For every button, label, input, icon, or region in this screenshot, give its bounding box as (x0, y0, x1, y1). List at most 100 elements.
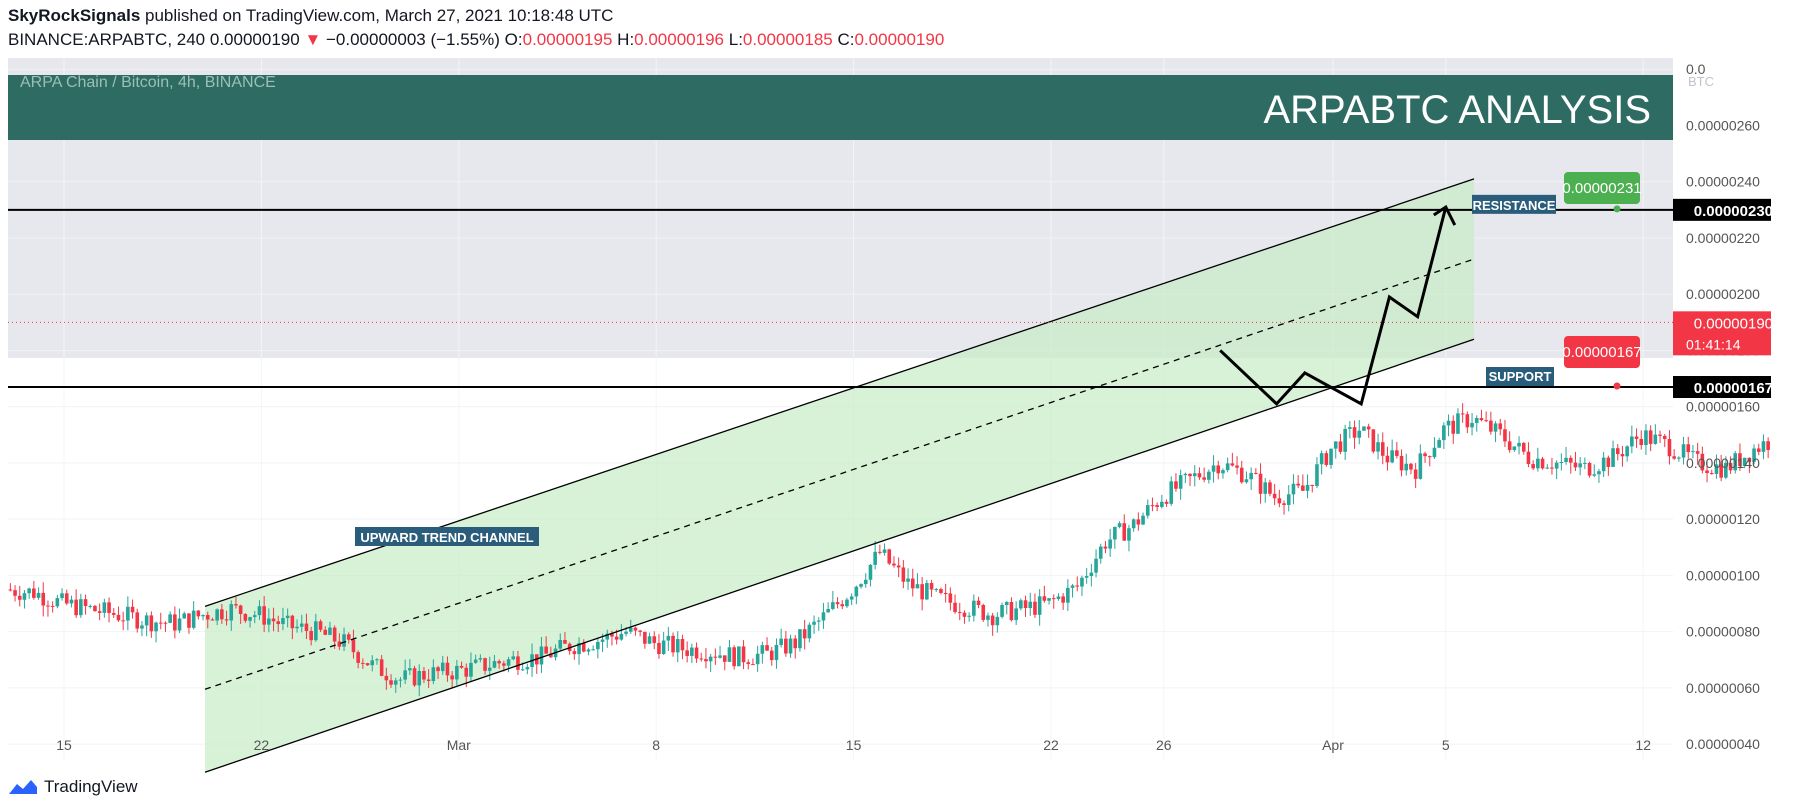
candle-body (1681, 444, 1686, 458)
candle-body (577, 643, 581, 655)
tradingview-logo-icon[interactable] (8, 778, 38, 796)
target-high-group[interactable]: 0.00000231 (1562, 172, 1642, 213)
candle-body (1371, 429, 1376, 452)
candle-body (939, 589, 943, 593)
candle-body (497, 661, 501, 664)
candle-body (74, 599, 78, 616)
candle-body (619, 633, 624, 640)
candle-body (925, 583, 929, 600)
resistance-label: RESISTANCE (1473, 198, 1556, 213)
candle-body (248, 617, 252, 621)
resistance-price-tag: 0.00000230 (1673, 198, 1783, 221)
candle-body (1127, 528, 1131, 541)
candle-body (506, 659, 511, 666)
candle-body (563, 639, 567, 644)
candle-body (375, 659, 379, 661)
brand-name[interactable]: TradingView (44, 777, 138, 796)
candle-body (549, 653, 553, 658)
close-value: 0.00000190 (854, 30, 945, 49)
candle-body (1258, 473, 1263, 494)
open-value: 0.00000195 (522, 30, 613, 49)
candle-body (1216, 465, 1221, 474)
candle-body (680, 639, 685, 651)
y-tick-label: 0.00000060 (1686, 680, 1760, 696)
candle-body (440, 662, 445, 672)
candle-body (173, 614, 177, 631)
candle-body (957, 612, 962, 614)
candle-body (215, 609, 219, 621)
candle-body (1357, 430, 1362, 438)
candle-body (436, 667, 440, 672)
y-tick-label: 0.00000080 (1686, 624, 1760, 640)
candle-body (1056, 596, 1061, 600)
candle-body (586, 649, 591, 652)
candle-body (1169, 481, 1174, 504)
x-tick-label: 22 (1043, 737, 1059, 753)
support-price-label: 0.00000167 (1694, 380, 1773, 397)
candle-body (220, 609, 224, 620)
candle-body (1366, 426, 1371, 430)
candle-body (168, 614, 172, 623)
candle-body (1409, 463, 1413, 470)
candle-body (633, 627, 638, 631)
candle-body (323, 629, 328, 635)
instrument-label: ARPA Chain / Bitcoin, 4h, BINANCE (20, 74, 276, 91)
candle-body (1615, 448, 1620, 454)
candle-body (1766, 441, 1770, 451)
publisher-name[interactable]: SkyRockSignals (8, 6, 141, 25)
projection-path[interactable] (1219, 206, 1448, 407)
candle-body (187, 613, 191, 628)
candle-body (1399, 455, 1404, 471)
y-tick-label: 0.00000160 (1686, 399, 1760, 415)
x-tick-label: 8 (652, 737, 660, 753)
candle-body (1089, 572, 1094, 577)
candle-body (1761, 441, 1766, 452)
candle-body (135, 612, 140, 629)
channel-label: UPWARD TREND CHANNEL (360, 530, 533, 545)
candle-body (370, 660, 375, 666)
candle-body (1244, 479, 1249, 483)
candle-body (1117, 523, 1122, 527)
candle-body (1597, 471, 1601, 475)
candle-body (511, 656, 516, 660)
candle-body (314, 621, 318, 641)
price-axis[interactable]: BTC 0.0 0.00000260 0.00000240 0.00000220 0.0… (1686, 61, 1760, 752)
candle-body (111, 612, 116, 615)
candle-body (403, 670, 407, 680)
channel-lower-line[interactable] (204, 338, 1475, 773)
candle-body (144, 615, 149, 626)
candle-body (746, 662, 751, 665)
candle-body (356, 652, 360, 663)
y-tick-label: 0.00000220 (1686, 230, 1760, 246)
candle-body (1268, 482, 1272, 494)
x-tick-label: 22 (254, 737, 270, 753)
candle-body (1282, 503, 1286, 505)
channel-midline[interactable] (204, 258, 1475, 690)
candle-body (873, 551, 877, 565)
time-axis[interactable]: 15 22 Mar 8 15 22 26 Apr 5 12 (56, 737, 1651, 753)
candle-body (1301, 485, 1305, 491)
candle-body (986, 615, 990, 620)
candle-body (177, 618, 182, 631)
candle-body (1536, 458, 1540, 469)
candle-body (1178, 475, 1183, 489)
candle-body (365, 663, 370, 666)
candle-body (1460, 413, 1465, 415)
candle-body (929, 583, 934, 590)
last-price-tag: 0.00000190 01:41:14 (1673, 311, 1783, 356)
candle-body (1084, 576, 1089, 578)
publish-info: SkyRockSignals published on TradingView.… (8, 6, 613, 26)
candle-body (1348, 427, 1352, 429)
candle-body (1061, 596, 1065, 603)
candle-body (1545, 467, 1550, 469)
candle-body (816, 620, 821, 622)
candle-body (1489, 420, 1493, 432)
candle-body (1188, 473, 1192, 477)
candle-body (126, 606, 130, 621)
candle-body (699, 658, 704, 660)
candle-body (1742, 457, 1747, 467)
target-low-group[interactable]: 0.00000167 (1562, 336, 1642, 390)
candle-body (389, 680, 393, 685)
projection-arrowhead (1432, 204, 1457, 226)
